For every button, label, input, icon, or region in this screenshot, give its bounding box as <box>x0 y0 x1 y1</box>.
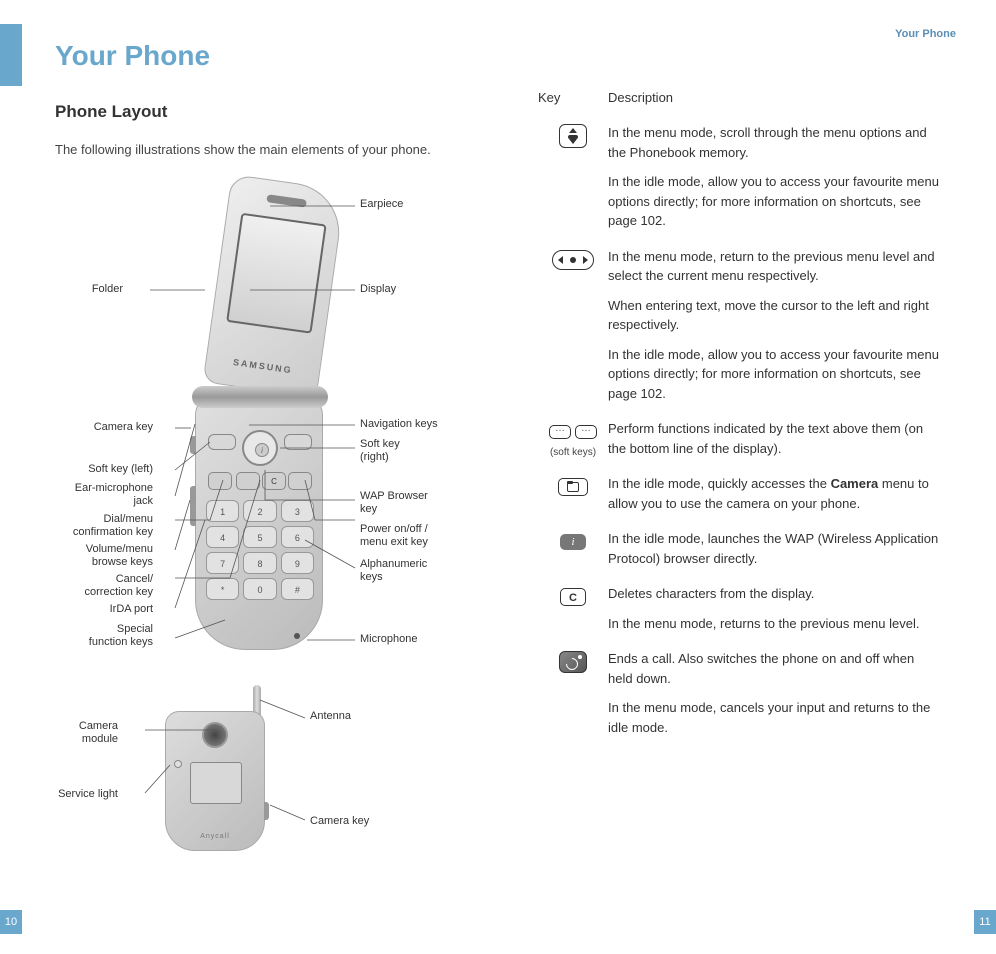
label-soft-key-right: Soft key (right) <box>360 438 400 464</box>
camera-lens <box>202 722 228 748</box>
label-folder: Folder <box>92 283 123 296</box>
dial-key <box>208 472 232 490</box>
label-antenna: Antenna <box>310 710 351 723</box>
wap-key: i <box>255 443 269 457</box>
phone-body: i C 123 456 789 *0# <box>195 395 323 650</box>
wap-key-icon: i <box>560 534 586 550</box>
key-description-table: Key Description In the menu mode, scroll… <box>538 90 941 737</box>
phone-back: Anycall <box>155 685 275 850</box>
back-brand: Anycall <box>166 833 264 840</box>
desc-text: In the menu mode, scroll through the men… <box>608 123 941 162</box>
up-down-key-icon <box>559 124 587 148</box>
accent-bar <box>0 24 22 86</box>
camera-key-icon <box>558 478 588 496</box>
c-key-icon: C <box>560 588 586 606</box>
desc-text: In the idle mode, launches the WAP (Wire… <box>608 529 941 568</box>
row-camera-key: In the idle mode, quickly accesses the C… <box>538 474 941 513</box>
cancel-key: C <box>262 472 286 490</box>
camera-fn-key <box>236 472 260 490</box>
page-11: Your Phone 11 Key Description In the men… <box>498 0 996 954</box>
label-camera-key-back: Camera key <box>310 815 369 828</box>
left-right-key-icon <box>552 250 594 270</box>
keypad: i C 123 456 789 *0# <box>206 428 314 628</box>
side-camera-key <box>190 436 196 454</box>
label-earpiece: Earpiece <box>360 198 403 211</box>
label-volume-keys: Volume/menu browse keys <box>86 543 153 569</box>
numeric-keypad: 123 456 789 *0# <box>206 500 314 600</box>
soft-keys-caption: (soft keys) <box>550 447 596 458</box>
label-service-light: Service light <box>58 788 118 801</box>
power-key <box>288 472 312 490</box>
label-power-key: Power on/off / menu exit key <box>360 523 428 549</box>
phone-diagram: SAMSUNG i C <box>55 180 458 850</box>
phone-front: SAMSUNG i C <box>180 180 320 675</box>
hinge <box>192 386 328 408</box>
desc-text: In the idle mode, quickly accesses the C… <box>608 474 941 513</box>
th-description: Description <box>608 90 941 105</box>
page-number-right: 11 <box>974 910 996 934</box>
row-wap-key: i In the idle mode, launches the WAP (Wi… <box>538 529 941 568</box>
end-power-key-icon <box>559 651 587 673</box>
desc-text: In the idle mode, allow you to access yo… <box>608 345 941 404</box>
th-key: Key <box>538 90 608 105</box>
soft-key-left <box>208 434 236 450</box>
desc-text: In the menu mode, returns to the previou… <box>608 614 941 634</box>
section-heading: Phone Layout <box>55 102 458 122</box>
row-c-key: C Deletes characters from the display. I… <box>538 584 941 633</box>
label-wap-browser-key: WAP Browser key <box>360 490 428 516</box>
running-header: Your Phone <box>895 28 956 40</box>
page-10: 10 Your Phone Phone Layout The following… <box>0 0 498 954</box>
label-special-fn: Special function keys <box>89 623 153 649</box>
sub-display <box>190 762 242 804</box>
back-camera-key <box>264 802 269 820</box>
service-light <box>174 760 182 768</box>
earpiece <box>266 194 307 207</box>
label-microphone: Microphone <box>360 633 417 646</box>
desc-text: Deletes characters from the display. <box>608 584 941 604</box>
page-number-left: 10 <box>0 910 22 934</box>
soft-keys-icon <box>549 425 597 439</box>
row-up-down: In the menu mode, scroll through the men… <box>538 123 941 231</box>
label-alphanumeric-keys: Alphanumeric keys <box>360 558 427 584</box>
row-soft-keys: (soft keys) Perform functions indicated … <box>538 419 941 458</box>
page-title: Your Phone <box>55 40 458 72</box>
volume-keys <box>190 486 196 526</box>
label-dial-confirm: Dial/menu confirmation key <box>73 513 153 539</box>
label-navigation-keys: Navigation keys <box>360 418 438 431</box>
desc-text: In the menu mode, return to the previous… <box>608 247 941 286</box>
label-cancel-key: Cancel/ correction key <box>85 573 153 599</box>
desc-text: Perform functions indicated by the text … <box>608 419 941 458</box>
soft-key-right <box>284 434 312 450</box>
label-ear-mic-jack: Ear-microphone jack <box>75 482 153 508</box>
desc-text: In the idle mode, allow you to access yo… <box>608 172 941 231</box>
desc-text: When entering text, move the cursor to t… <box>608 296 941 335</box>
display-screen <box>226 212 326 333</box>
brand-logo: SAMSUNG <box>206 353 319 379</box>
label-soft-key-left: Soft key (left) <box>88 463 153 476</box>
row-left-right: In the menu mode, return to the previous… <box>538 247 941 404</box>
navigation-dpad: i <box>242 430 278 466</box>
phone-folder: SAMSUNG <box>203 174 346 398</box>
intro-text: The following illustrations show the mai… <box>55 140 458 160</box>
table-header: Key Description <box>538 90 941 105</box>
label-camera-key: Camera key <box>94 421 153 434</box>
label-camera-module: Camera module <box>79 720 118 746</box>
phone-back-body: Anycall <box>165 711 265 851</box>
row-end-key: Ends a call. Also switches the phone on … <box>538 649 941 737</box>
label-display: Display <box>360 283 396 296</box>
microphone <box>294 633 300 639</box>
desc-text: Ends a call. Also switches the phone on … <box>608 649 941 688</box>
desc-text: In the menu mode, cancels your input and… <box>608 698 941 737</box>
label-irda-port: IrDA port <box>110 603 153 616</box>
